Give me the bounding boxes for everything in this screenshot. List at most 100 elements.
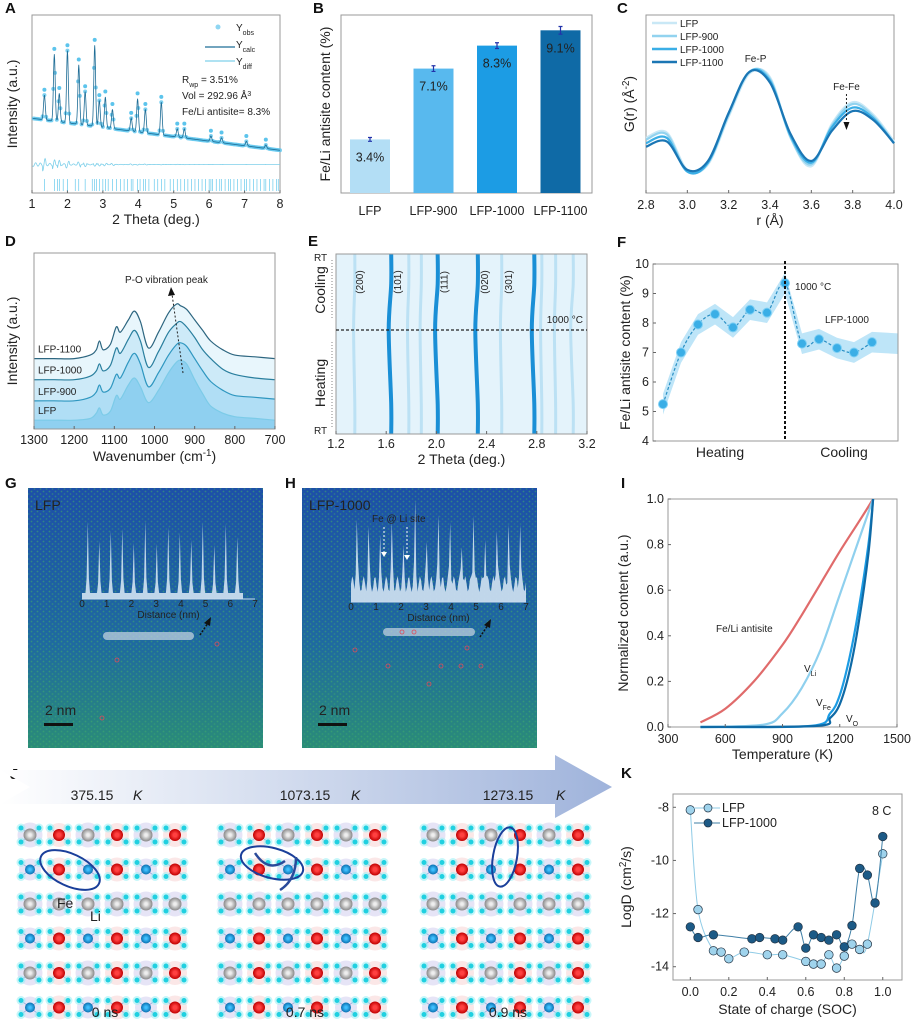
data-point [849,347,859,358]
data-point [870,898,880,908]
time-label: 0.9 ns [489,1004,527,1020]
oxygen-atom [265,998,271,1003]
oxygen-atom [294,943,300,948]
oxygen-atom [450,943,456,948]
oxygen-atom [584,998,590,1003]
oxygen-atom [163,998,169,1003]
oxygen-atom [218,874,224,879]
oxygen-atom [334,943,340,948]
x-tick-label: LFP [359,204,382,218]
text-part: Normalized content (a.u.) [615,534,631,691]
oxygen-atom [181,839,187,845]
p-atom [486,864,496,875]
series-line-lfp [34,359,276,421]
oxygen-atom [276,1012,282,1017]
fe-atom [53,829,65,841]
y-obs-point [110,102,115,106]
legend-label: LFP [722,801,745,815]
text-part: 1273.15 [483,787,534,803]
oxygen-atom [247,839,253,845]
arrow-up-icon [168,287,175,296]
oxygen-atom [181,998,187,1003]
p-atom [225,1002,235,1013]
arrow-down-icon [404,555,410,560]
y-tick-label: 0.6 [647,583,664,597]
x-axis-label: Temperature (K) [732,746,833,762]
oxygen-atom [18,839,24,845]
oxygen-atom [323,929,329,934]
oxygen-atom [526,998,532,1003]
oxygen-atom [163,943,169,948]
oxygen-atom [65,1012,71,1017]
data-point [814,334,824,345]
oxygen-atom [265,977,271,983]
oxygen-atom [47,943,53,948]
data-point [685,922,695,932]
fe-atom [111,1001,123,1014]
oxygen-atom [18,860,24,865]
oxygen-atom [76,839,82,845]
oxygen-atom [94,929,100,934]
series-label: VLi [804,664,817,678]
oxygen-atom [47,908,53,914]
annotation-po-peak: P-O vibration peak [125,275,209,286]
x-tick-label: 3.2 [578,437,595,451]
inset-x-tick-label: 7 [523,602,529,613]
oxygen-atom [36,963,42,969]
data-point [770,934,780,944]
temperature-label: 1273.15 [483,787,534,803]
oxygen-atom [450,998,456,1003]
panel-a-xrd-refinement: 1 2 3 4 5 6 7 8 2 Theta (deg.) Intensity (a.u.) Yo… [4,14,284,227]
oxygen-atom [381,860,387,865]
oxygen-atom [363,977,369,983]
x-tick-label: 6 [206,197,213,211]
li-atom [281,828,295,842]
oxygen-atom [468,998,474,1003]
oxygen-atom [468,943,474,948]
y-tick-label: 7 [642,346,649,360]
y-label-heating: Heating [312,359,328,407]
profile-direction-arrow [199,622,209,636]
fe-antisite-marker [464,645,470,651]
data-point [793,922,803,932]
x-tick-label: LFP-1000 [470,204,525,218]
legend-label: Yobs [236,23,254,37]
panel-letter-d: D [5,233,16,250]
inset-x-tick-label: 0 [79,599,85,610]
oxygen-atom [36,977,42,983]
fe-antisite-marker [214,641,220,647]
oxygen-atom [181,860,187,865]
inset-x-tick-label: 1 [104,599,110,610]
y-axis-label: Normalized content (a.u.) [615,534,631,691]
oxygen-atom [163,1012,169,1017]
legend-label: LFP [680,19,699,30]
oxygen-atom [18,929,24,934]
x-tick-label: 300 [658,732,679,746]
fe-atom [111,932,123,945]
oxygen-atom [276,977,282,983]
data-point [724,954,734,964]
y-obs-point [219,130,224,135]
oxygen-atom [526,943,532,948]
x-tick-label: LFP-1100 [534,204,588,218]
oxygen-atom [123,894,129,900]
x-tick-label: 1.6 [378,437,395,451]
oxygen-atom [94,943,100,948]
p-atom [25,1002,35,1013]
oxygen-atom [323,839,329,845]
text-part: -1 [203,448,212,459]
oxygen-atom [181,963,187,969]
oxygen-atom [163,860,169,865]
oxygen-atom [508,839,514,845]
fe-atom [369,967,381,979]
oxygen-atom [65,894,71,900]
oxygen-atom [218,908,224,914]
inset-x-tick-label: 6 [498,602,504,613]
series-label: LFP-1100 [38,345,82,356]
oxygen-atom [363,963,369,969]
inset-x-tick-label: 2 [129,599,135,610]
text-part: V [846,714,853,725]
li-atom [23,966,37,980]
fe-atom [253,1001,265,1014]
